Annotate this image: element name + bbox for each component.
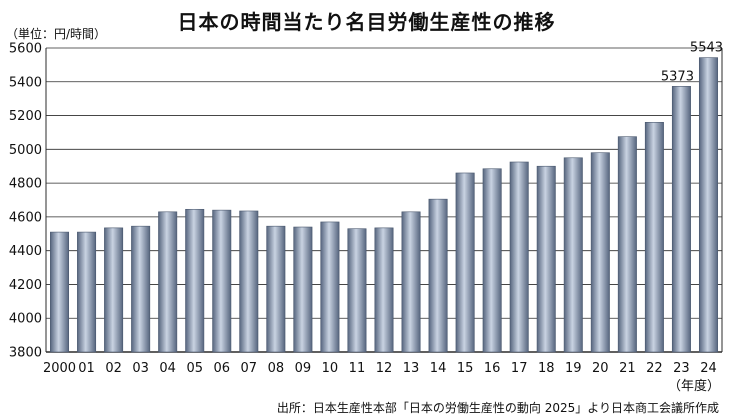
- bar-07: [239, 210, 259, 353]
- x-tick-label: 06: [213, 361, 230, 376]
- y-tick-label: 5600: [9, 42, 42, 57]
- bar-03: [131, 225, 151, 353]
- data-label-24: 5543: [690, 41, 723, 56]
- bar-17: [509, 161, 529, 353]
- x-tick-label: 23: [673, 361, 690, 376]
- bar-02: [104, 227, 124, 353]
- bar-06: [212, 209, 232, 353]
- x-tick-label: 22: [646, 361, 663, 376]
- bar-10: [320, 221, 340, 353]
- y-tick-label: 4600: [9, 210, 42, 225]
- y-tick-label: 5200: [9, 109, 42, 124]
- source-note: 出所：日本生産性本部「日本の労働生産性の動向 2025」より日本商工会議所作成: [276, 401, 719, 415]
- x-axis-unit-label: （年度）: [668, 378, 720, 394]
- bar-04: [158, 211, 178, 353]
- x-tick-label: 08: [268, 361, 285, 376]
- data-label-23: 5373: [661, 69, 694, 84]
- x-tick-label: 15: [457, 361, 474, 376]
- x-tick-label: 11: [349, 361, 366, 376]
- x-tick-label: 14: [430, 361, 447, 376]
- bar-16: [482, 168, 502, 353]
- x-tick-label: 16: [484, 361, 501, 376]
- bar-18: [536, 165, 556, 353]
- x-tick-label: 13: [403, 361, 420, 376]
- bar-01: [77, 231, 97, 353]
- y-axis-unit-label: （単位：円/時間）: [6, 27, 107, 41]
- labels: 3800 4000 4200 4400 4600 4800 5000 5200 5400 5600…: [9, 41, 723, 394]
- bar-2000: [50, 231, 70, 353]
- bar-11: [347, 228, 367, 353]
- y-tick-label: 5000: [9, 143, 42, 158]
- bar-05: [185, 208, 205, 353]
- x-tick-label: 12: [376, 361, 393, 376]
- y-tick-label: 4200: [9, 278, 42, 293]
- y-tick-label: 4800: [9, 177, 42, 192]
- x-tick-label: 18: [538, 361, 555, 376]
- bar-13: [401, 211, 421, 353]
- x-tick-label: 2000: [43, 361, 76, 376]
- x-tick-label: 01: [78, 361, 95, 376]
- bar-19: [563, 157, 583, 353]
- x-tick-label: 21: [619, 361, 636, 376]
- x-tick-label: 20: [592, 361, 609, 376]
- x-tick-label: 02: [105, 361, 122, 376]
- bar-22: [644, 122, 664, 353]
- y-tick-label: 3800: [9, 346, 42, 361]
- bar-15: [455, 172, 475, 353]
- y-tick-label: 5400: [9, 75, 42, 90]
- chart-title: 日本の時間当たり名目労働生産性の推移: [177, 10, 556, 34]
- x-tick-label: 10: [322, 361, 339, 376]
- x-tick-label: 09: [295, 361, 312, 376]
- bar-21: [617, 136, 637, 353]
- bar-12: [374, 227, 394, 353]
- x-tick-label: 07: [241, 361, 258, 376]
- bar-14: [428, 198, 448, 353]
- x-tick-label: 17: [511, 361, 528, 376]
- bar-09: [293, 226, 313, 353]
- bar-24: [698, 57, 718, 353]
- x-tick-label: 03: [132, 361, 149, 376]
- bar-23: [671, 86, 691, 353]
- bar-20: [590, 152, 610, 353]
- y-tick-label: 4400: [9, 244, 42, 259]
- x-tick-label: 24: [700, 361, 717, 376]
- x-tick-label: 04: [159, 361, 176, 376]
- y-tick-label: 4000: [9, 312, 42, 327]
- bars: [50, 57, 718, 353]
- bar-08: [266, 225, 286, 353]
- x-tick-label: 19: [565, 361, 582, 376]
- x-tick-label: 05: [186, 361, 203, 376]
